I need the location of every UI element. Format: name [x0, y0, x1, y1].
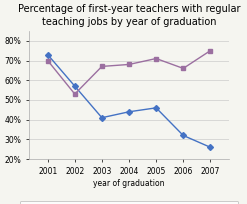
French-language teachers: [182, 67, 185, 70]
English-language teachers: [73, 85, 76, 87]
Title: Percentage of first-year teachers with regular
teaching jobs by year of graduati: Percentage of first-year teachers with r…: [18, 4, 240, 27]
X-axis label: year of graduation: year of graduation: [93, 178, 165, 187]
French-language teachers: [155, 57, 158, 60]
English-language teachers: [101, 116, 103, 119]
English-language teachers: [155, 107, 158, 109]
French-language teachers: [209, 49, 212, 52]
French-language teachers: [46, 59, 49, 62]
English-language teachers: [182, 134, 185, 137]
Line: French-language teachers: French-language teachers: [46, 49, 212, 96]
English-language teachers: [46, 53, 49, 56]
French-language teachers: [73, 93, 76, 95]
French-language teachers: [127, 63, 130, 66]
English-language teachers: [209, 146, 212, 149]
English-language teachers: [127, 111, 130, 113]
Line: English-language teachers: English-language teachers: [46, 52, 212, 149]
French-language teachers: [101, 65, 103, 68]
Legend: English-language teachers, French-language teachers: English-language teachers, French-langua…: [20, 201, 238, 204]
